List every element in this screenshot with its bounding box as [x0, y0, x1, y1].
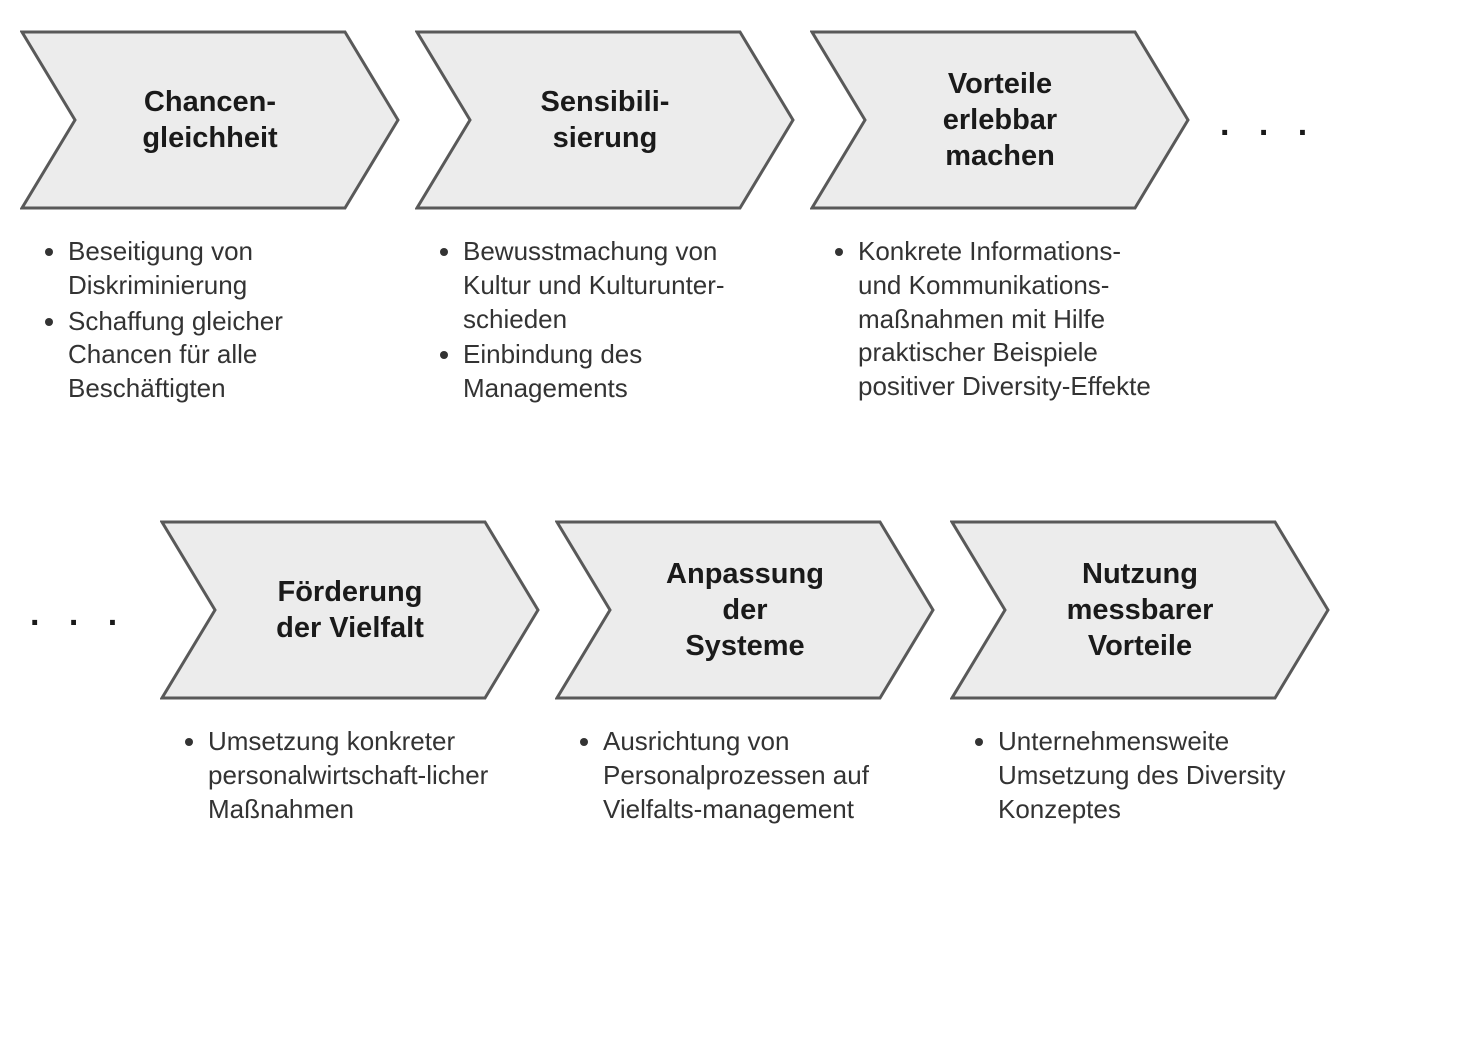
process-step-title: Anpassung der Systeme — [610, 520, 880, 700]
process-step-title: Nutzung messbarer Vorteile — [1005, 520, 1275, 700]
bullet-item: Unternehmensweite Umsetzung des Diversit… — [998, 725, 1300, 826]
process-step-bullets: Bewusstmachung von Kultur und Kulturunte… — [435, 235, 765, 408]
process-step-title: Chancen- gleichheit — [75, 30, 345, 210]
process-step-bullets: Umsetzung konkreter personalwirtschaft-l… — [180, 725, 510, 828]
bullet-item: Beseitigung von Diskriminierung — [68, 235, 370, 303]
bullet-item: Bewusstmachung von Kultur und Kulturunte… — [463, 235, 765, 336]
bullet-item: Konkrete Informations- und Kommunikation… — [858, 235, 1160, 404]
process-step-title: Förderung der Vielfalt — [215, 520, 485, 700]
process-step: Förderung der Vielfalt — [160, 520, 540, 700]
process-step-bullets: Beseitigung von DiskriminierungSchaffung… — [40, 235, 370, 408]
process-step: Anpassung der Systeme — [555, 520, 935, 700]
process-step-title: Vorteile erlebbar machen — [865, 30, 1135, 210]
continuation-ellipsis: . . . — [30, 595, 127, 634]
process-step: Chancen- gleichheit — [20, 30, 400, 210]
process-step: Nutzung messbarer Vorteile — [950, 520, 1330, 700]
process-flow-diagram: Chancen- gleichheit Beseitigung von Diskr… — [20, 20, 1440, 1034]
bullet-item: Schaffung gleicher Chancen für alle Besc… — [68, 305, 370, 406]
process-step-title: Sensibili- sierung — [470, 30, 740, 210]
process-step: Vorteile erlebbar machen — [810, 30, 1190, 210]
continuation-ellipsis: . . . — [1220, 105, 1317, 144]
process-step-bullets: Konkrete Informations- und Kommunikation… — [830, 235, 1160, 406]
bullet-item: Umsetzung konkreter personalwirtschaft-l… — [208, 725, 510, 826]
bullet-item: Einbindung des Managements — [463, 338, 765, 406]
process-step-bullets: Ausrichtung von Personalprozessen auf Vi… — [575, 725, 905, 828]
process-step: Sensibili- sierung — [415, 30, 795, 210]
bullet-item: Ausrichtung von Personalprozessen auf Vi… — [603, 725, 905, 826]
process-step-bullets: Unternehmensweite Umsetzung des Diversit… — [970, 725, 1300, 828]
